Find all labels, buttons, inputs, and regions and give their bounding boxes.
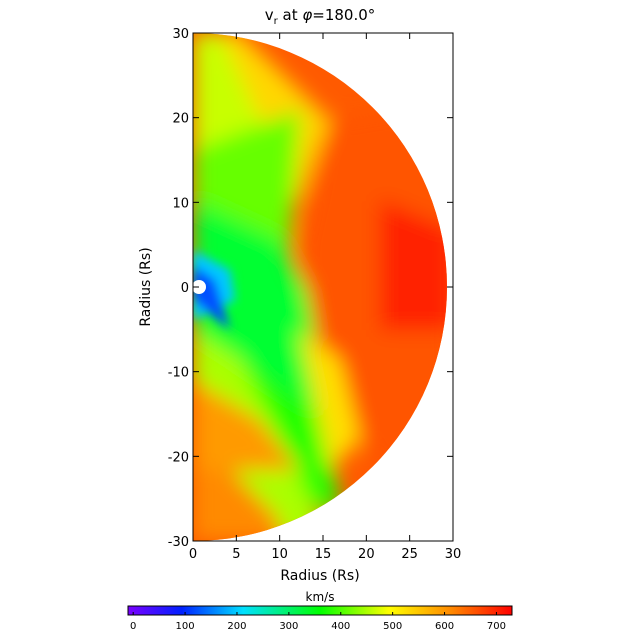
x-tick-label: 0 xyxy=(189,547,197,562)
y-tick-label: 20 xyxy=(172,112,189,127)
x-tick-label: 10 xyxy=(271,547,288,562)
y-tick-label: 30 xyxy=(172,27,189,42)
y-tick-label: -10 xyxy=(168,366,189,381)
colorbar-tick-label: 500 xyxy=(383,621,402,632)
colorbar-tick-label: 700 xyxy=(487,621,506,632)
x-axis-ticks: 0 5 10 15 20 25 30 xyxy=(189,33,461,562)
colorbar-tick-label: 200 xyxy=(227,621,246,632)
heatmap-field xyxy=(193,33,447,541)
x-tick-label: 5 xyxy=(232,547,240,562)
y-axis-label: Radius (Rs) xyxy=(138,247,154,326)
colorbar xyxy=(127,605,513,616)
y-tick-label: -20 xyxy=(168,450,189,465)
colorbar-tick-label: 300 xyxy=(279,621,298,632)
y-tick-label: -30 xyxy=(168,535,189,550)
colorbar-tick-label: 100 xyxy=(176,621,195,632)
colorbar-tick-label: 600 xyxy=(435,621,454,632)
x-tick-label: 30 xyxy=(445,547,462,562)
y-tick-label: 10 xyxy=(172,196,189,211)
chart-title: vr at φ=180.0° xyxy=(265,6,376,27)
colorbar-tick-label: 0 xyxy=(130,621,136,632)
x-tick-label: 20 xyxy=(358,547,375,562)
y-tick-label: 0 xyxy=(181,281,189,296)
x-axis-label: Radius (Rs) xyxy=(280,568,359,584)
colorbar-tick-label: 400 xyxy=(331,621,350,632)
colorbar-ticks: 0 100 200 300 400 500 600 700 xyxy=(130,612,506,632)
y-axis-ticks: -30 -20 -10 0 10 20 30 xyxy=(168,27,453,550)
colorbar-label: km/s xyxy=(306,590,335,604)
x-tick-label: 25 xyxy=(401,547,418,562)
x-tick-label: 15 xyxy=(315,547,332,562)
